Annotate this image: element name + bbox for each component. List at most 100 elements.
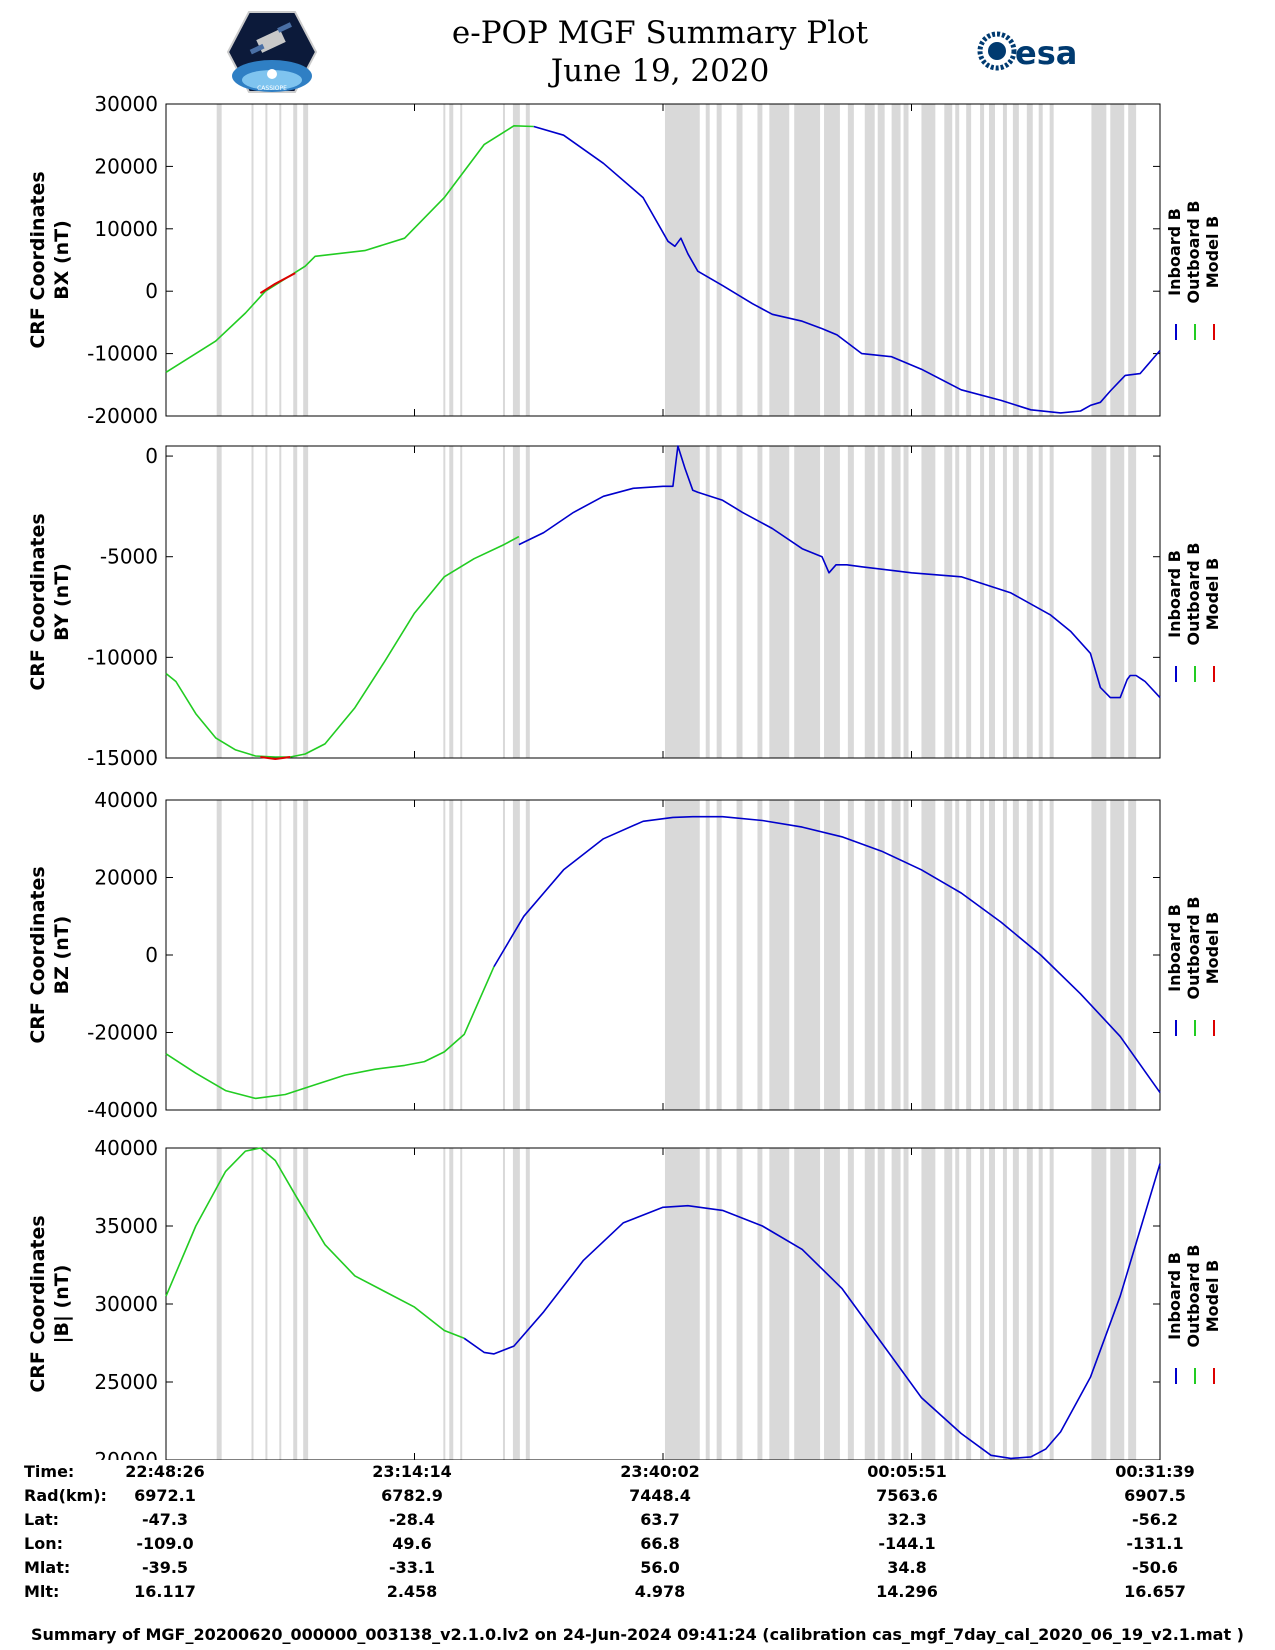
- panel-bz: -40000 -20000 0 20000 40000 CRF Coordinates BZ…: [27, 788, 1222, 1122]
- data-gap-band: [989, 104, 995, 416]
- y-axis-label-line-1: CRF Coordinates: [27, 866, 49, 1043]
- row-label-time: Time:: [24, 1462, 75, 1481]
- y-tick-label: 0: [145, 444, 158, 468]
- cell-mlt: 16.117: [134, 1582, 196, 1601]
- series-line-model-b: [259, 272, 296, 294]
- legend-entry: Outboard B: [1184, 1245, 1203, 1348]
- data-gap-band: [293, 800, 298, 1110]
- y-tick-label: -15000: [87, 746, 158, 770]
- data-gap-band: [877, 104, 885, 416]
- summary-plot: -20000 -10000 0 10000 20000 30000 CRF Coordina…: [27, 92, 1222, 1460]
- y-tick-label: -40000: [87, 1098, 158, 1122]
- data-gap-band: [1026, 104, 1033, 416]
- data-gap-band: [769, 800, 790, 1110]
- data-gap-band: [1128, 104, 1137, 416]
- data-gap-band: [251, 446, 254, 758]
- cell-lon: -131.1: [1126, 1534, 1184, 1553]
- data-gap-band: [1110, 104, 1125, 416]
- data-gap-band: [303, 1148, 309, 1460]
- y-axis-label-line-1: CRF Coordinates: [27, 1215, 49, 1392]
- cell-lon: 49.6: [392, 1534, 432, 1553]
- data-gap-band: [966, 800, 972, 1110]
- y-tick-label: -20000: [87, 1021, 158, 1045]
- data-gap-band: [705, 800, 710, 1110]
- data-gap-band: [903, 104, 909, 416]
- title-line-1: e-POP MGF Summary Plot: [451, 15, 869, 51]
- data-gap-band: [1128, 1148, 1137, 1460]
- axes-frame: [165, 445, 1161, 759]
- data-gap-band: [757, 800, 763, 1110]
- data-gap-band: [824, 1148, 840, 1460]
- y-tick-label: -10000: [87, 645, 158, 669]
- y-tick-label: 40000: [94, 1136, 158, 1160]
- data-gap-band: [525, 104, 530, 416]
- orbit-info-table: Time: Rad(km): Lat: Lon: Mlat: Mlt: 22:4…: [0, 1460, 1275, 1625]
- cell-mlt: 4.978: [634, 1582, 686, 1601]
- cell-mlt: 2.458: [386, 1582, 438, 1601]
- y-tick-label: 35000: [94, 1214, 158, 1238]
- data-gap-band: [279, 800, 282, 1110]
- data-gap-band: [877, 1148, 885, 1460]
- data-gap-band: [757, 446, 763, 758]
- data-gap-band: [891, 446, 901, 758]
- series-line-inboard-b: [463, 1163, 1161, 1460]
- data-gap-band: [265, 446, 268, 758]
- data-gap-band: [303, 800, 309, 1110]
- data-gap-band: [449, 1148, 454, 1460]
- data-gap-band: [251, 800, 254, 1110]
- panel-bmag: 20000 25000 30000 35000 40000 CRF Coordinates…: [27, 1136, 1222, 1460]
- legend-entry: Outboard B: [1184, 543, 1203, 646]
- y-tick-label: 20000: [94, 1448, 158, 1460]
- data-gap-band: [847, 104, 854, 416]
- cell-radius: 7448.4: [629, 1486, 691, 1505]
- data-gap-band: [1012, 800, 1019, 1110]
- data-gap-band: [1091, 1148, 1107, 1460]
- cell-lat: -47.3: [141, 1510, 189, 1529]
- data-gap-band: [769, 1148, 790, 1460]
- data-gap-band: [502, 800, 505, 1110]
- plot-title: e-POP MGF Summary Plot June 19, 2020: [380, 14, 940, 90]
- y-tick-label: 20000: [94, 154, 158, 178]
- cell-lon: -109.0: [136, 1534, 194, 1553]
- cell-mlt: 14.296: [876, 1582, 938, 1601]
- cell-mlat: -33.1: [388, 1558, 436, 1577]
- data-gap-band: [293, 446, 298, 758]
- data-gap-band: [824, 446, 840, 758]
- data-gap-band: [921, 104, 936, 416]
- data-gap-band: [502, 104, 505, 416]
- legend-entry: Inboard B: [1165, 550, 1184, 638]
- cell-lat: -28.4: [388, 1510, 436, 1529]
- data-gap-band: [757, 104, 763, 416]
- data-gap-band: [1091, 104, 1107, 416]
- cell-radius: 6972.1: [134, 1486, 196, 1505]
- y-axis-label-line-2: BZ (nT): [51, 916, 73, 995]
- esa-logo-text: esa: [1015, 34, 1077, 72]
- data-gap-band: [1002, 1148, 1007, 1460]
- cell-radius: 7563.6: [876, 1486, 938, 1505]
- row-label-lon: Lon:: [24, 1534, 63, 1553]
- data-gap-band: [1002, 104, 1007, 416]
- data-gap-band: [1110, 446, 1125, 758]
- cell-radius: 6782.9: [381, 1486, 443, 1505]
- data-gap-band: [966, 446, 972, 758]
- legend-entry: Inboard B: [1165, 904, 1184, 992]
- data-gap-band: [1038, 1148, 1043, 1460]
- cell-mlt: 16.657: [1124, 1582, 1186, 1601]
- data-gap-band: [944, 104, 953, 416]
- data-gap-band: [716, 800, 722, 1110]
- cell-lat: 32.3: [887, 1510, 927, 1529]
- data-gap-band: [216, 1148, 222, 1460]
- data-gap-band: [512, 800, 520, 1110]
- data-gap-band: [891, 800, 901, 1110]
- cell-lat: -56.2: [1131, 1510, 1179, 1529]
- data-gap-band: [460, 446, 463, 758]
- esa-logo: esa: [977, 31, 1077, 72]
- data-gap-band: [944, 800, 953, 1110]
- y-tick-label: 0: [145, 943, 158, 967]
- series-line-inboard-b: [533, 125, 1161, 414]
- series-line-outboard-b: [165, 1147, 465, 1340]
- data-gap-band: [955, 1148, 960, 1460]
- data-gap-band: [449, 104, 454, 416]
- y-tick-label: 0: [145, 279, 158, 303]
- data-gap-band: [525, 800, 530, 1110]
